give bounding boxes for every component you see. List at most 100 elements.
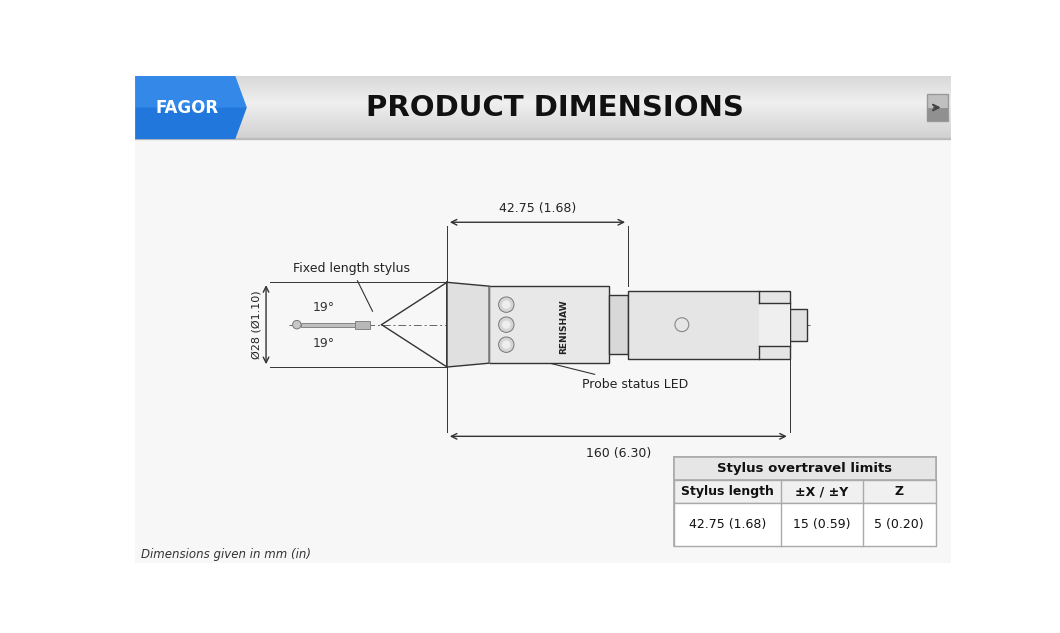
Bar [136, 105, 952, 106]
Bar [926, 94, 949, 121]
Bar [136, 99, 952, 100]
Bar [136, 86, 952, 87]
Bar [136, 80, 952, 82]
Bar [136, 125, 952, 126]
Text: 42.75 (1.68): 42.75 (1.68) [689, 518, 766, 531]
Bar [136, 103, 952, 104]
Bar [790, 308, 807, 341]
Bar [136, 85, 952, 86]
Bar [674, 480, 936, 503]
Bar [136, 78, 952, 79]
Text: 19°: 19° [313, 337, 334, 349]
Bar [136, 139, 952, 563]
Bar [136, 114, 952, 115]
Bar [136, 122, 952, 123]
Text: FAGOR: FAGOR [156, 99, 219, 116]
Bar [136, 89, 952, 90]
Polygon shape [447, 282, 490, 367]
Bar [136, 135, 952, 136]
Text: Ø28 (Ø1.10): Ø28 (Ø1.10) [251, 291, 262, 359]
Bar [136, 113, 952, 114]
Bar [136, 128, 952, 129]
Bar [136, 100, 952, 101]
Bar [136, 83, 952, 84]
Bar [136, 118, 952, 119]
Bar [136, 116, 952, 118]
Bar [136, 136, 952, 137]
Bar [136, 97, 952, 98]
Bar [301, 323, 356, 327]
Bar [136, 134, 952, 135]
Circle shape [498, 317, 514, 332]
Bar [136, 76, 952, 77]
Bar [136, 90, 952, 91]
Polygon shape [136, 76, 247, 108]
Bar [136, 104, 952, 105]
Bar [136, 129, 952, 130]
Bar [136, 82, 952, 83]
Bar [674, 457, 936, 480]
Bar [674, 503, 936, 546]
Bar [136, 102, 952, 103]
Text: 5 (0.20): 5 (0.20) [874, 518, 924, 531]
Bar [136, 137, 952, 139]
Bar [136, 127, 952, 128]
Bar [136, 107, 952, 108]
Bar [136, 95, 952, 96]
Text: 15 (0.59): 15 (0.59) [793, 518, 851, 531]
Bar [136, 84, 952, 85]
Bar [136, 96, 952, 97]
Bar [136, 123, 952, 125]
Bar [136, 92, 952, 93]
Bar [136, 110, 952, 111]
Bar [674, 457, 936, 546]
Polygon shape [136, 76, 247, 139]
Bar [136, 121, 952, 122]
Circle shape [502, 301, 511, 309]
Text: 19°: 19° [313, 301, 334, 314]
Bar [136, 87, 952, 88]
Circle shape [502, 320, 511, 329]
Text: 160 (6.30): 160 (6.30) [586, 447, 651, 460]
Bar [136, 120, 952, 121]
Bar [136, 106, 952, 107]
Bar [136, 132, 952, 133]
Text: RENISHAW: RENISHAW [559, 299, 568, 353]
Bar [136, 98, 952, 99]
Text: Stylus overtravel limits: Stylus overtravel limits [718, 462, 893, 475]
Text: Stylus length: Stylus length [682, 486, 774, 498]
Bar [136, 119, 952, 120]
Bar [136, 79, 952, 80]
Bar [136, 126, 952, 127]
Bar [355, 321, 370, 329]
Bar [136, 93, 952, 94]
Circle shape [293, 320, 301, 329]
Bar [926, 108, 949, 121]
Bar [628, 291, 790, 358]
Bar [136, 101, 952, 102]
Circle shape [498, 337, 514, 353]
Bar [136, 77, 952, 78]
Bar [608, 296, 628, 354]
Text: ±X / ±Y: ±X / ±Y [795, 486, 849, 498]
Text: PRODUCT DIMENSIONS: PRODUCT DIMENSIONS [366, 94, 744, 122]
Bar [136, 133, 952, 134]
Bar [759, 303, 790, 346]
Bar [490, 286, 608, 363]
Bar [136, 115, 952, 116]
Bar [136, 111, 952, 112]
Text: 42.75 (1.68): 42.75 (1.68) [499, 201, 576, 215]
Bar [136, 91, 952, 92]
Bar [136, 130, 952, 132]
Bar [136, 108, 952, 109]
Bar [136, 94, 952, 95]
Text: Fixed length stylus: Fixed length stylus [293, 262, 410, 311]
Text: Probe status LED: Probe status LED [509, 353, 688, 391]
Bar [136, 88, 952, 89]
Text: Z: Z [895, 486, 904, 498]
Text: Dimensions given in mm (in): Dimensions given in mm (in) [141, 548, 312, 561]
Circle shape [498, 297, 514, 312]
Bar [136, 112, 952, 113]
Bar [136, 109, 952, 110]
Circle shape [502, 341, 511, 349]
